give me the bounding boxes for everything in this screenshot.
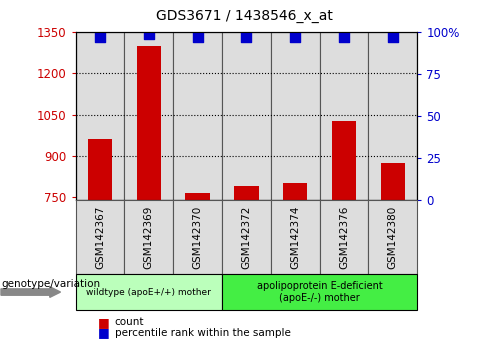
Bar [124, 32, 173, 200]
Text: GSM142367: GSM142367 [95, 205, 105, 269]
Text: GSM142372: GSM142372 [242, 205, 251, 269]
Bar [76, 32, 124, 200]
Text: count: count [115, 317, 144, 327]
Point [291, 34, 299, 40]
Bar [283, 183, 307, 200]
Text: ■: ■ [98, 316, 109, 329]
Bar [271, 32, 320, 200]
Text: wildtype (apoE+/+) mother: wildtype (apoE+/+) mother [86, 287, 211, 297]
Bar [185, 193, 210, 200]
Text: GSM142380: GSM142380 [388, 206, 398, 269]
Text: ■: ■ [98, 326, 109, 339]
Bar [88, 139, 112, 200]
Text: genotype/variation: genotype/variation [1, 279, 100, 289]
Point [340, 34, 348, 40]
Bar [332, 121, 356, 200]
Text: GSM142370: GSM142370 [193, 206, 203, 269]
Bar [381, 163, 405, 200]
Text: GDS3671 / 1438546_x_at: GDS3671 / 1438546_x_at [156, 9, 332, 23]
Bar [234, 186, 259, 200]
Text: GSM142374: GSM142374 [290, 205, 300, 269]
Bar [320, 32, 368, 200]
Point [243, 34, 250, 40]
Point [194, 34, 202, 40]
Bar [368, 32, 417, 200]
Bar [173, 32, 222, 200]
Text: GSM142369: GSM142369 [144, 205, 154, 269]
Text: GSM142376: GSM142376 [339, 205, 349, 269]
Point [96, 34, 104, 40]
Point [389, 34, 397, 40]
Point [145, 31, 153, 36]
Text: percentile rank within the sample: percentile rank within the sample [115, 328, 290, 338]
Bar [222, 32, 271, 200]
Text: apolipoprotein E-deficient
(apoE-/-) mother: apolipoprotein E-deficient (apoE-/-) mot… [257, 281, 383, 303]
Bar [137, 46, 161, 200]
